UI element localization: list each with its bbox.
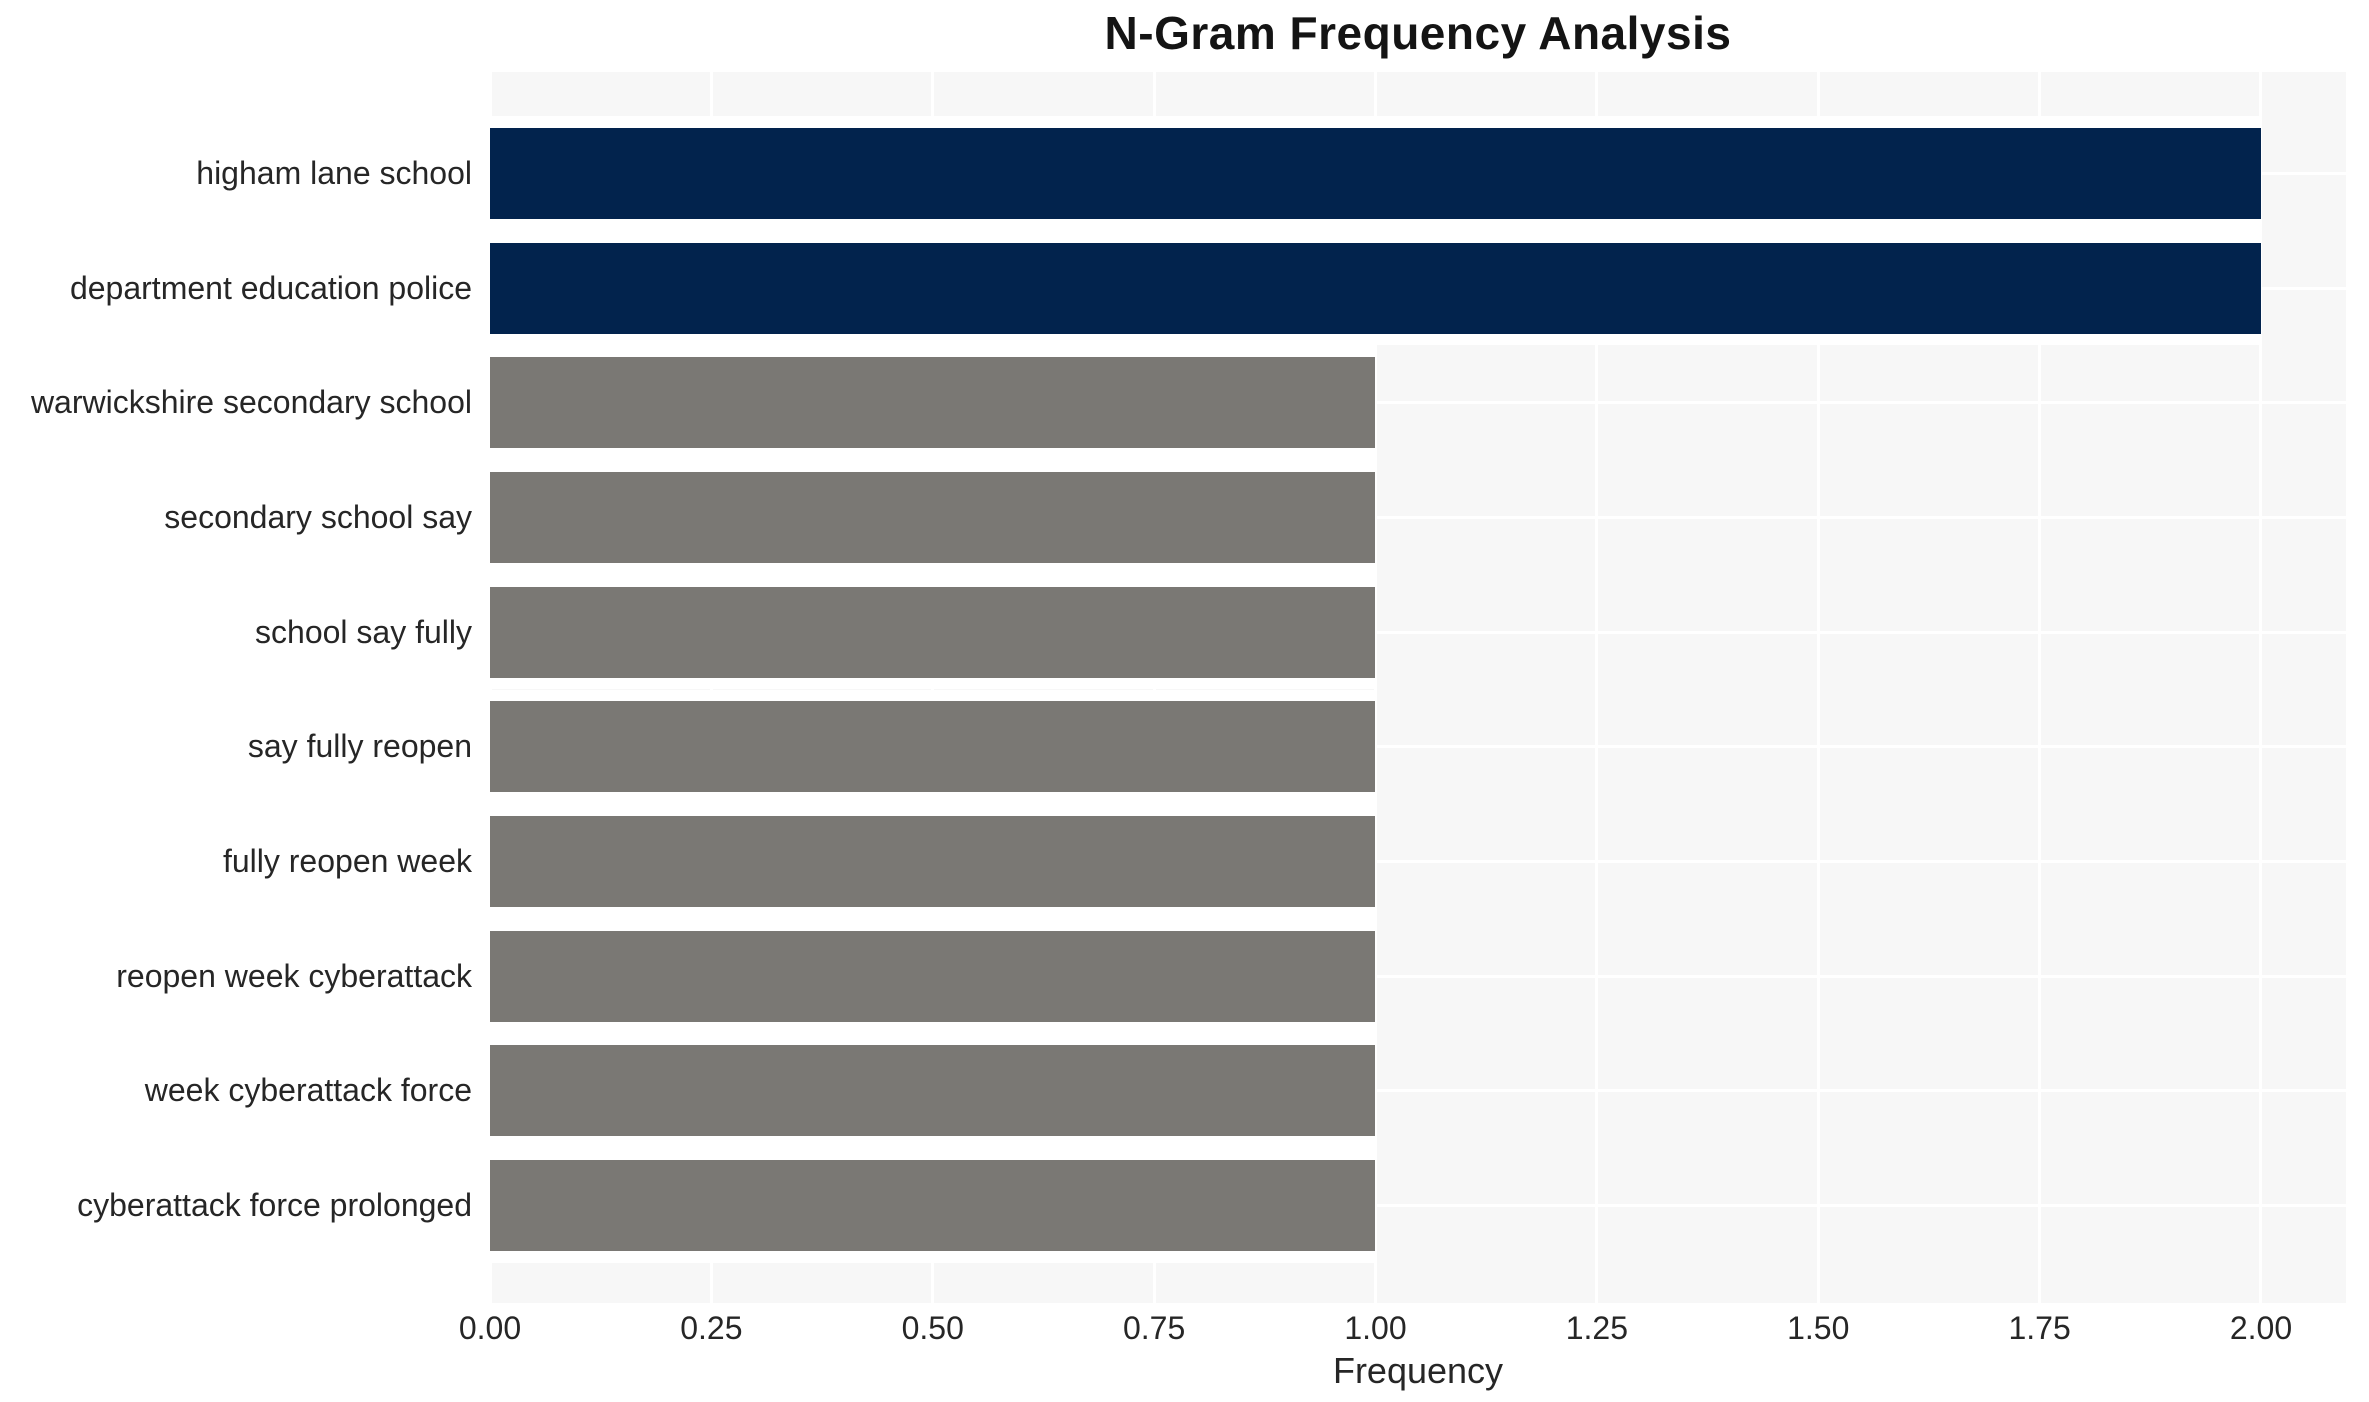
x-tick-label-0.00: 0.00 — [458, 1310, 522, 1346]
bar-say-fully-reopen — [490, 701, 1376, 793]
x-tick-label-1.00: 1.00 — [1344, 1310, 1407, 1346]
y-gridline — [490, 1089, 2346, 1093]
bar-row — [490, 230, 2346, 346]
bar-row — [490, 460, 2346, 575]
y-gridline — [490, 401, 2346, 405]
bar-department-education-police — [490, 242, 2261, 334]
bar-row — [490, 116, 2346, 231]
x-tick-label-0.25: 0.25 — [680, 1310, 743, 1346]
bar-fully-reopen-week — [490, 816, 1376, 908]
x-gridline-1.50 — [1816, 72, 1820, 1303]
x-axis-title: Frequency — [1332, 1350, 1504, 1391]
y-gridline — [490, 515, 2346, 519]
bar-row — [490, 918, 2346, 1034]
y-tick-label: secondary school say — [164, 498, 472, 535]
bar-warwickshire-secondary-school — [490, 357, 1376, 449]
y-axis-labels: higham lane school department education p… — [0, 72, 474, 1303]
y-tick-label: cyberattack force prolonged — [77, 1187, 472, 1224]
bar-row — [490, 689, 2346, 805]
y-tick-label: say fully reopen — [247, 728, 472, 765]
x-tick-label-0.75: 0.75 — [1122, 1310, 1186, 1346]
y-gridline — [490, 1204, 2346, 1208]
bar-reopen-week-cyberattack — [490, 930, 1376, 1022]
y-gridline — [490, 860, 2346, 864]
x-gridline-1.75 — [2038, 72, 2042, 1303]
bar-row — [490, 804, 2346, 919]
x-axis-ticks: 0.00 0.25 0.50 0.75 1.00 1.25 1.50 1.75 2.00 — [0, 1310, 2369, 1350]
x-tick-label-0.50: 0.50 — [901, 1310, 964, 1346]
x-tick-label-1.25: 1.25 — [1565, 1310, 1628, 1346]
y-tick-label: higham lane school — [196, 154, 472, 191]
bar-school-say-fully — [490, 586, 1376, 678]
y-gridline — [490, 745, 2346, 749]
y-tick-label: fully reopen week — [222, 843, 472, 880]
x-tick-label-2.00: 2.00 — [2229, 1310, 2293, 1346]
chart-title: N-Gram Frequency Analysis — [1104, 7, 1732, 59]
y-tick-label: department education police — [69, 269, 472, 306]
x-tick-label-1.75: 1.75 — [2008, 1310, 2071, 1346]
y-gridline — [490, 974, 2346, 978]
bar-higham-lane-school — [490, 127, 2261, 219]
y-gridline — [490, 630, 2346, 634]
x-tick-label-1.50: 1.50 — [1787, 1310, 1850, 1346]
x-gridline-1.00 — [1373, 72, 1377, 1303]
y-tick-label: warwickshire secondary school — [30, 384, 472, 421]
y-tick-label: reopen week cyberattack — [116, 957, 472, 994]
y-tick-label: week cyberattack force — [144, 1072, 472, 1109]
bar-row — [490, 1148, 2346, 1263]
x-gridline-1.25 — [1595, 72, 1599, 1303]
plot-area — [490, 72, 2346, 1303]
bar-row — [490, 345, 2346, 461]
x-gridline-2.00 — [2259, 72, 2263, 1303]
bar-week-cyberattack-force — [490, 1045, 1376, 1137]
bar-row — [490, 574, 2346, 690]
bar-cyberattack-force-prolonged — [490, 1160, 1376, 1252]
bar-row — [490, 1033, 2346, 1149]
bar-secondary-school-say — [490, 471, 1376, 563]
y-tick-label: school say fully — [255, 613, 472, 650]
